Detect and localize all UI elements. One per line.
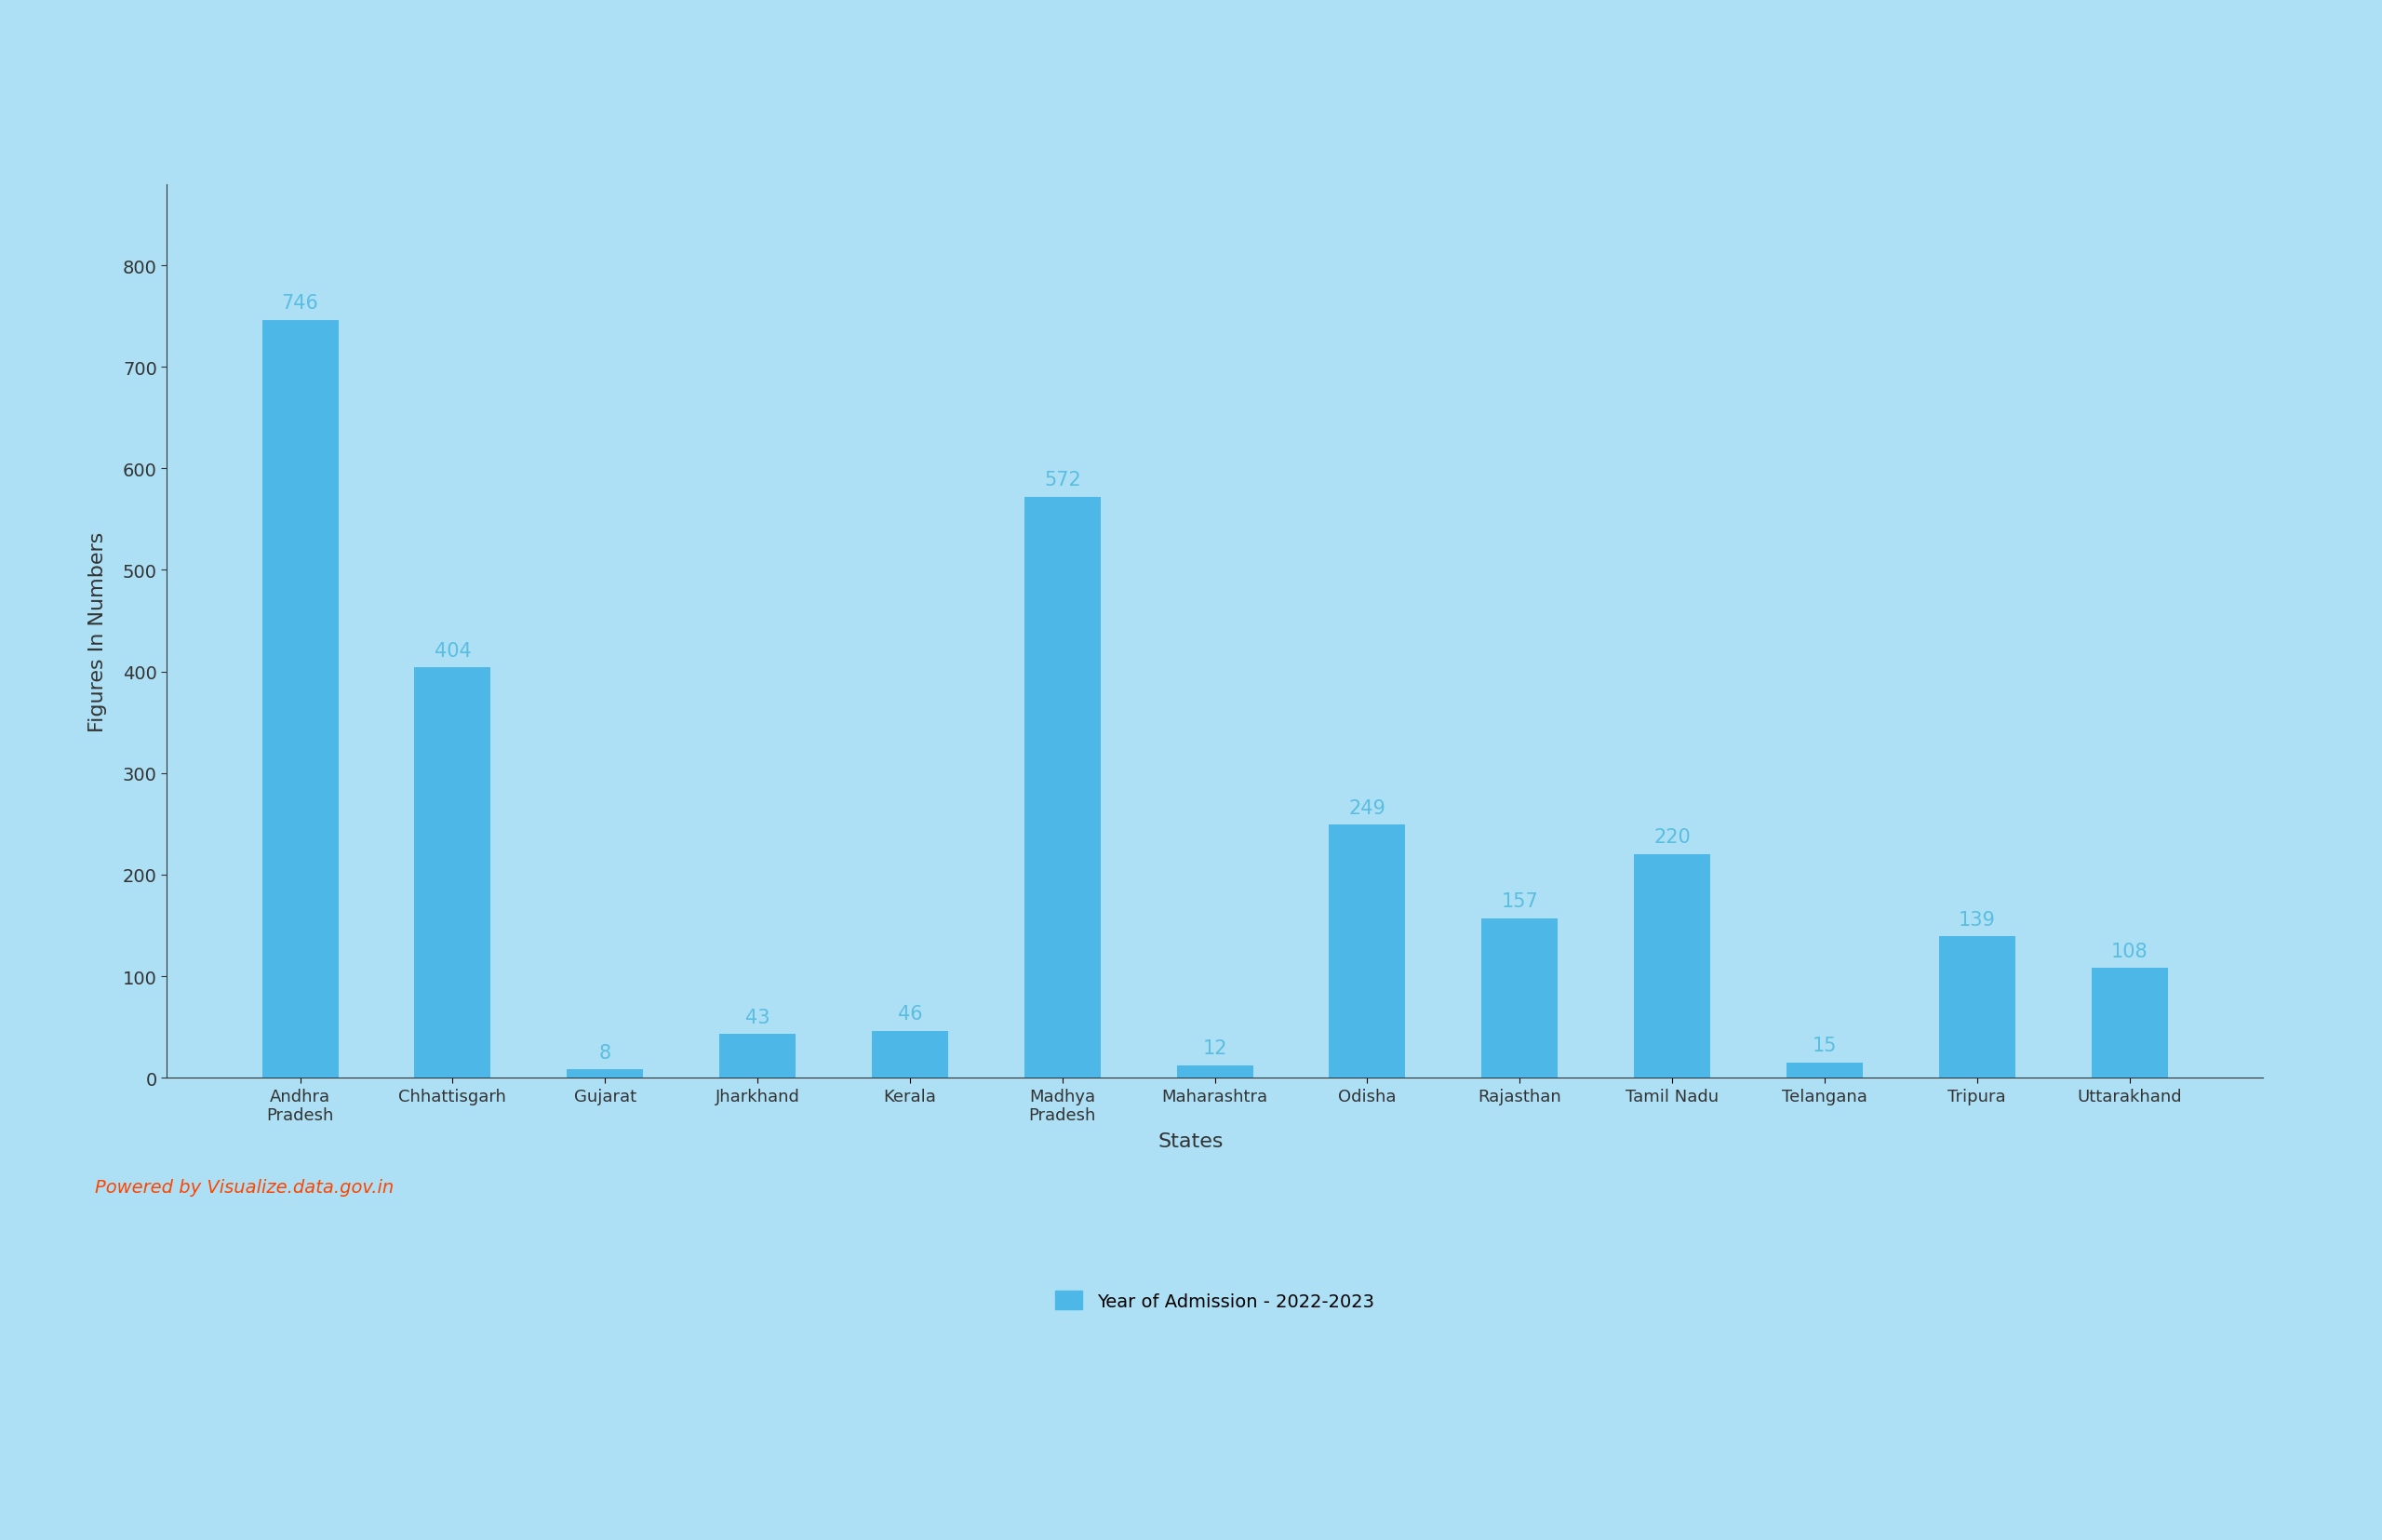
Text: 249: 249: [1348, 799, 1386, 818]
Text: 746: 746: [281, 294, 319, 313]
Text: States: States: [1158, 1132, 1224, 1150]
Bar: [567, 1070, 643, 1078]
Text: 404: 404: [434, 641, 472, 659]
Y-axis label: Figures In Numbers: Figures In Numbers: [88, 531, 107, 731]
Text: 15: 15: [1813, 1036, 1837, 1055]
Text: 8: 8: [598, 1043, 612, 1061]
Bar: [414, 668, 491, 1078]
Bar: [262, 320, 338, 1078]
Bar: [872, 1032, 948, 1078]
Text: 43: 43: [746, 1007, 769, 1026]
Text: 108: 108: [2110, 941, 2149, 961]
Legend: Year of Admission - 2022-2023: Year of Admission - 2022-2023: [1048, 1283, 1382, 1317]
Bar: [1177, 1066, 1253, 1078]
Bar: [1634, 855, 1710, 1078]
Bar: [1329, 825, 1405, 1078]
Bar: [719, 1035, 796, 1078]
Text: 12: 12: [1203, 1040, 1227, 1058]
Bar: [1786, 1063, 1863, 1078]
Text: Powered by Visualize.data.gov.in: Powered by Visualize.data.gov.in: [95, 1178, 393, 1195]
Text: 157: 157: [1501, 892, 1539, 910]
Text: 220: 220: [1653, 829, 1691, 847]
Bar: [1024, 497, 1100, 1078]
Text: 46: 46: [898, 1004, 922, 1023]
Bar: [1939, 936, 2015, 1078]
Bar: [1482, 919, 1558, 1078]
Bar: [2091, 969, 2168, 1078]
Text: 139: 139: [1958, 910, 1996, 929]
Text: 572: 572: [1043, 471, 1081, 490]
